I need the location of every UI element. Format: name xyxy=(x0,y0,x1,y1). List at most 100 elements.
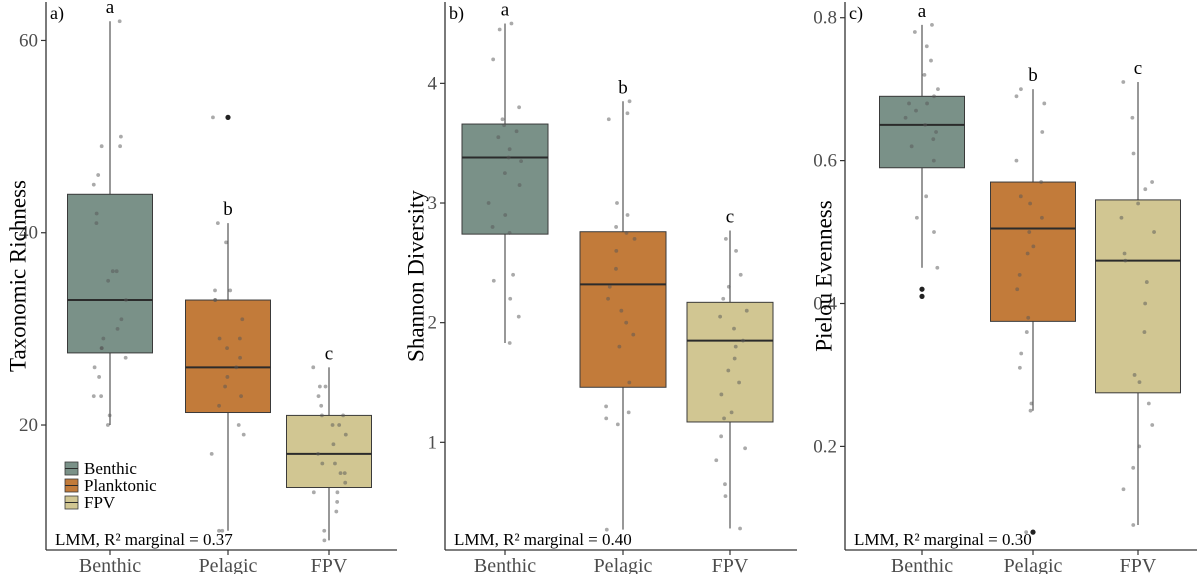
data-point xyxy=(118,134,123,139)
model-annotation: LMM, R² marginal = 0.30 xyxy=(854,530,1032,549)
data-point xyxy=(627,380,632,385)
data-point xyxy=(514,129,519,134)
data-point xyxy=(323,384,328,389)
data-point xyxy=(96,173,101,177)
data-point xyxy=(1123,258,1128,263)
data-point xyxy=(935,265,940,270)
data-point xyxy=(1031,244,1036,249)
data-point xyxy=(507,341,512,345)
outlier-point xyxy=(919,286,925,292)
data-point xyxy=(744,308,749,313)
data-point xyxy=(491,278,496,283)
data-point xyxy=(237,336,242,341)
data-point xyxy=(1119,215,1124,220)
data-point xyxy=(1028,408,1033,413)
data-point xyxy=(322,528,327,533)
data-point xyxy=(223,384,227,389)
box-fpv: c FPV xyxy=(286,343,372,574)
data-point xyxy=(311,365,316,370)
model-annotation: LMM, R² marginal = 0.37 xyxy=(55,530,233,549)
data-point xyxy=(97,375,102,379)
x-tick-label: Pelagic xyxy=(1004,555,1063,574)
data-point xyxy=(1018,194,1023,199)
data-point xyxy=(1017,365,1022,370)
data-point xyxy=(924,194,929,199)
data-point xyxy=(91,182,96,187)
data-point xyxy=(115,326,120,331)
data-point xyxy=(604,404,608,409)
data-point xyxy=(734,248,738,253)
x-tick-label: Benthic xyxy=(891,555,953,574)
data-point xyxy=(907,101,911,106)
data-point xyxy=(1121,80,1126,84)
model-annotation: LMM, R² marginal = 0.40 xyxy=(454,530,632,549)
data-point xyxy=(337,423,342,427)
box-iqr xyxy=(990,181,1076,322)
data-point xyxy=(92,365,97,370)
data-point xyxy=(217,403,221,408)
outlier-point xyxy=(225,114,231,120)
panel-label: b) xyxy=(449,3,464,24)
data-point xyxy=(1150,423,1155,427)
data-point xyxy=(936,87,940,92)
data-point xyxy=(228,288,233,293)
data-point xyxy=(117,19,122,24)
data-point xyxy=(101,336,106,341)
data-point xyxy=(239,394,243,399)
data-point xyxy=(517,105,522,110)
data-point xyxy=(1042,101,1047,106)
data-point xyxy=(1142,330,1147,334)
x-tick-label: Pelagic xyxy=(199,555,258,574)
box-benthic: a Benthic xyxy=(879,1,965,574)
data-point xyxy=(107,413,112,418)
data-point xyxy=(342,471,347,475)
data-point xyxy=(726,368,731,373)
y-tick-label: 1 xyxy=(428,432,438,453)
outlier-point xyxy=(1030,529,1036,535)
data-point xyxy=(903,115,908,120)
data-point xyxy=(1137,444,1142,449)
data-point xyxy=(722,416,726,421)
y-axis-title: Shannon Diversity xyxy=(403,190,428,362)
x-tick-label: FPV xyxy=(311,555,348,574)
data-point xyxy=(217,336,222,341)
y-tick-label: 40 xyxy=(19,223,38,244)
data-point xyxy=(236,423,241,427)
x-tick-label: Benthic xyxy=(79,555,141,574)
box-fpv: c FPV xyxy=(1095,58,1181,574)
data-point xyxy=(1152,230,1156,234)
data-point xyxy=(931,137,936,142)
data-point xyxy=(99,346,104,351)
data-point xyxy=(1014,158,1019,163)
data-point xyxy=(343,432,348,437)
data-point xyxy=(241,432,246,437)
box-planktonic: b Pelagic xyxy=(185,114,271,574)
data-point xyxy=(626,410,631,415)
data-point xyxy=(330,423,335,427)
data-point xyxy=(741,338,745,343)
data-point xyxy=(225,375,230,379)
data-point xyxy=(225,346,229,351)
data-point xyxy=(614,248,619,253)
data-point xyxy=(615,201,619,205)
data-point xyxy=(929,58,933,63)
data-point xyxy=(123,355,128,360)
data-point xyxy=(94,221,99,226)
x-tick-label: Pelagic xyxy=(594,555,653,574)
data-point xyxy=(119,317,124,322)
data-point xyxy=(738,526,742,531)
data-point xyxy=(1040,215,1044,220)
data-point xyxy=(1039,180,1044,184)
data-point xyxy=(500,117,505,122)
box-iqr xyxy=(67,193,153,354)
data-point xyxy=(333,461,337,466)
chart-panel-2: 1 2 3 4 Shannon Diversity b) a Benthic b Pelagic c… xyxy=(403,0,797,574)
data-point xyxy=(932,230,936,234)
significance-letter: b xyxy=(1028,65,1038,86)
data-point xyxy=(91,394,96,399)
box-planktonic: b Pelagic xyxy=(990,65,1076,574)
legend-label: Planktonic xyxy=(84,476,157,495)
data-point xyxy=(606,296,610,301)
data-point xyxy=(506,155,511,160)
